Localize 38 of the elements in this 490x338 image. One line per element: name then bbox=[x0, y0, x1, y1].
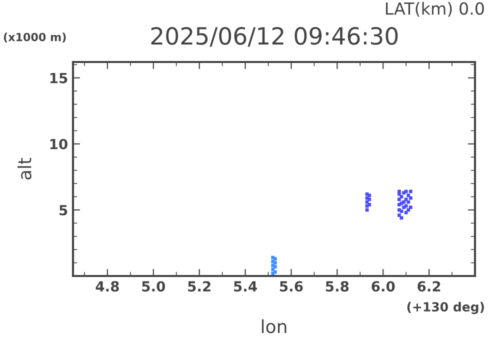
x-tick-label: 5.4 bbox=[234, 281, 257, 292]
point bbox=[404, 210, 408, 214]
point bbox=[406, 200, 410, 204]
x-tick-label: 6.0 bbox=[372, 281, 395, 292]
point bbox=[400, 216, 404, 220]
x-tick-label: 5.0 bbox=[142, 281, 166, 292]
point bbox=[406, 208, 410, 212]
point bbox=[408, 206, 412, 210]
text: (x1000 m) bbox=[4, 32, 66, 43]
point bbox=[368, 194, 372, 198]
point bbox=[406, 194, 410, 198]
point bbox=[271, 268, 275, 272]
y-tick-label: 5 bbox=[60, 205, 68, 216]
x-tick-label: 4.8 bbox=[96, 281, 119, 292]
point bbox=[397, 190, 401, 194]
point bbox=[368, 198, 372, 202]
text: (+130 deg) bbox=[407, 302, 484, 314]
point bbox=[397, 198, 401, 202]
y-tick-label: 10 bbox=[50, 138, 68, 150]
point bbox=[400, 210, 404, 213]
chart-title: 2025/06/12 09:46:30 bbox=[151, 26, 398, 47]
point bbox=[397, 214, 401, 217]
x-axis-title: lon bbox=[262, 319, 286, 334]
point bbox=[404, 204, 408, 208]
point bbox=[365, 208, 369, 212]
x-tick-label: 5.6 bbox=[280, 281, 303, 292]
point bbox=[368, 202, 372, 206]
text: LAT(km) 0.0 bbox=[386, 2, 484, 17]
x-tick-label: 6.2 bbox=[418, 281, 440, 292]
point bbox=[408, 190, 412, 194]
x-tick-label: 5.8 bbox=[326, 281, 349, 292]
point bbox=[404, 190, 408, 194]
y-axis-title: alt bbox=[17, 158, 32, 180]
x-tick-label: 5.2 bbox=[188, 281, 210, 292]
point bbox=[404, 198, 408, 202]
point bbox=[400, 195, 404, 198]
y-tick-label: 15 bbox=[50, 73, 68, 84]
point bbox=[408, 196, 412, 200]
